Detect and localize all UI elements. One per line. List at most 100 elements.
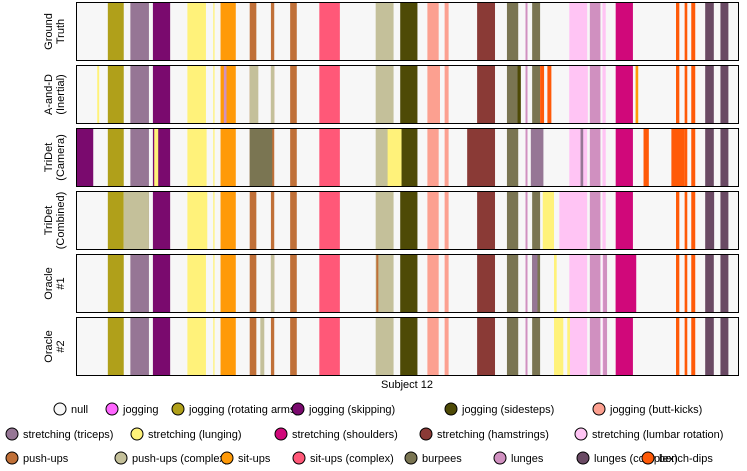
activity-segment: [270, 65, 275, 124]
legend-label: stretching (hamstrings): [437, 429, 549, 441]
activity-segment: [506, 128, 519, 187]
activity-segment: [76, 254, 98, 313]
activity-segment: [506, 191, 519, 250]
activity-segment: [152, 317, 171, 376]
activity-segment: [569, 128, 588, 187]
activity-segment: [559, 191, 570, 250]
row-label: A-and-D(Inertial): [43, 74, 67, 115]
activity-segment: [602, 2, 606, 61]
activity-segment: [130, 2, 149, 61]
row-label: GroundTruth: [43, 13, 67, 50]
row-label-line: #2: [55, 340, 67, 352]
legend-item: bench-dips: [641, 451, 713, 465]
activity-segment: [400, 191, 418, 250]
legend-label: jogging: [122, 404, 158, 416]
legend-label: lunges: [511, 453, 544, 465]
activity-segment: [635, 65, 639, 124]
activity-segment: [676, 65, 680, 124]
activity-segment: [152, 191, 171, 250]
legend-label: stretching (shoulders): [292, 429, 398, 441]
activity-segment: [554, 254, 557, 313]
activity-segment: [705, 2, 714, 61]
legend-item: push-ups (complex): [114, 451, 229, 465]
activity-segment: [107, 317, 124, 376]
activity-segment: [720, 128, 729, 187]
legend-label: null: [71, 404, 88, 416]
activity-segment: [376, 254, 379, 313]
timeline-row: [76, 191, 739, 250]
activity-segment: [213, 65, 215, 124]
legend-item: stretching (shoulders): [274, 427, 398, 441]
activity-segment: [525, 191, 528, 250]
activity-segment: [676, 191, 680, 250]
activity-segment: [477, 65, 496, 124]
legend-item: stretching (lunging): [130, 427, 242, 441]
activity-segment: [444, 191, 449, 250]
legend-label: push-ups: [23, 453, 69, 465]
legend-item: jogging (sidesteps): [444, 402, 554, 416]
row-label-line: #1: [55, 277, 67, 289]
row-label-line: TriDet: [43, 206, 55, 236]
activity-segment: [400, 2, 418, 61]
activity-segment: [130, 254, 149, 313]
legend-swatch: [171, 402, 185, 416]
legend-swatch: [641, 451, 655, 465]
legend-item: stretching (triceps): [5, 427, 113, 441]
row-label: Oracle#2: [43, 330, 67, 362]
activity-segment: [615, 317, 633, 376]
activity-segment: [477, 317, 496, 376]
activity-segment: [532, 191, 541, 250]
legend-item: push-ups: [5, 451, 69, 465]
activity-segment: [260, 317, 265, 376]
legend-item: null: [53, 402, 88, 416]
activity-segment: [187, 2, 206, 61]
activity-segment: [444, 317, 449, 376]
activity-segment: [643, 128, 649, 187]
activity-segment: [684, 128, 688, 187]
activity-segment: [444, 254, 449, 313]
activity-segment: [615, 65, 633, 124]
activity-segment: [444, 2, 449, 61]
activity-segment: [290, 65, 297, 124]
activity-segment: [517, 65, 521, 124]
activity-segment: [676, 2, 680, 61]
activity-segment: [130, 317, 149, 376]
legend-swatch: [592, 402, 606, 416]
activity-segment: [705, 128, 714, 187]
legend-label: sit-ups (complex): [310, 453, 394, 465]
legend-swatch: [419, 427, 433, 441]
legend-item: jogging (skipping): [291, 402, 395, 416]
activity-segment: [569, 254, 588, 313]
activity-segment: [684, 2, 688, 61]
legend-swatch: [404, 451, 418, 465]
activity-segment: [589, 191, 601, 250]
row-label-line: (Inertial): [55, 74, 67, 114]
activity-segment: [676, 254, 680, 313]
activity-segment: [319, 2, 340, 61]
activity-segment: [525, 65, 528, 124]
timeline-row: [76, 254, 739, 313]
activity-segment: [220, 191, 236, 250]
activity-segment: [76, 65, 98, 124]
activity-segment: [187, 65, 206, 124]
activity-segment: [270, 254, 275, 313]
activity-segment: [691, 2, 696, 61]
activity-segment: [290, 317, 297, 376]
activity-segment: [319, 65, 340, 124]
activity-segment: [615, 2, 633, 61]
activity-segment: [477, 2, 496, 61]
row-label-line: Ground: [43, 13, 55, 50]
activity-segment: [97, 65, 100, 124]
activity-segment: [430, 65, 440, 124]
activity-segment: [123, 191, 149, 250]
activity-segment: [684, 65, 688, 124]
activity-segment: [107, 254, 124, 313]
activity-segment: [427, 2, 439, 61]
activity-segment: [270, 128, 275, 187]
timeline-row: [76, 128, 739, 187]
row-label: TriDet(Camera): [43, 134, 67, 180]
row-label-line: A-and-D: [43, 74, 55, 115]
activity-segment: [213, 191, 215, 250]
activity-segment: [290, 2, 297, 61]
activity-segment: [684, 254, 688, 313]
